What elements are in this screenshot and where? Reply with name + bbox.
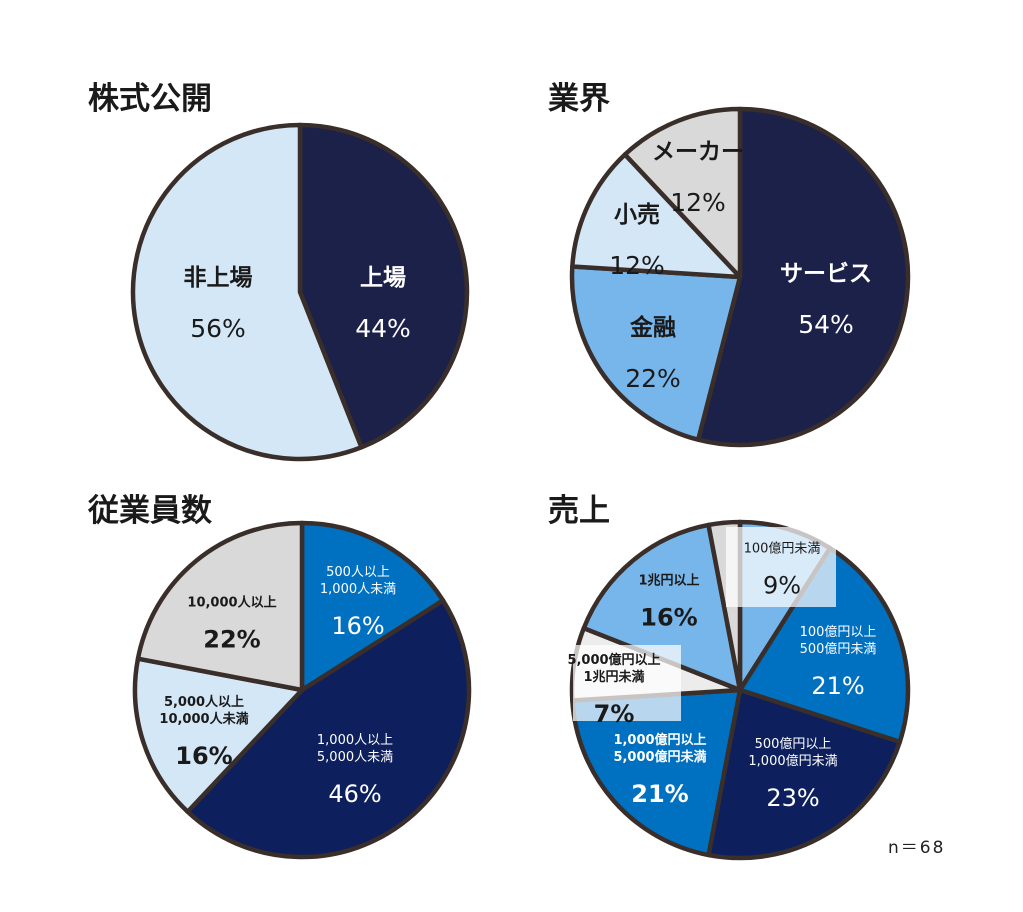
pie-slice bbox=[737, 545, 911, 745]
slice-percent: 56% bbox=[190, 314, 246, 343]
slice-label: 1,000億円未満 bbox=[748, 753, 837, 769]
pie-slice bbox=[132, 656, 305, 814]
slice-percent: 9% bbox=[763, 572, 801, 600]
slice-label: 500億円以上 bbox=[755, 736, 832, 752]
pie-slice bbox=[130, 122, 364, 462]
slice-percent: 46% bbox=[328, 780, 381, 808]
chart-title-employees: 従業員数 bbox=[88, 493, 212, 529]
slice-percent: 12% bbox=[670, 188, 726, 217]
pie-slice bbox=[569, 264, 743, 442]
slice-label: 100億円未満 bbox=[744, 541, 821, 557]
pie-slice bbox=[695, 106, 911, 448]
sample-size-note: n＝68 bbox=[888, 838, 946, 858]
slice-label: 1,000億円以上 bbox=[613, 732, 706, 748]
slice-label: 1,000人未満 bbox=[320, 582, 396, 597]
chart-title-industry: 業界 bbox=[548, 81, 610, 117]
slice-label: 100億円以上 bbox=[800, 624, 877, 640]
slice-percent: 16% bbox=[640, 604, 697, 632]
slice-label: 5,000億円以上 bbox=[567, 652, 660, 668]
label-backdrop bbox=[573, 645, 681, 721]
slice-label: 非上場 bbox=[184, 265, 253, 291]
slice-label: 500億円未満 bbox=[800, 641, 877, 657]
slice-label: 10,000人未満 bbox=[159, 711, 248, 727]
slice-label: メーカー bbox=[652, 139, 744, 165]
slice-percent: 16% bbox=[175, 742, 232, 770]
slice-percent: 21% bbox=[811, 672, 864, 700]
slice-label: 5,000人未満 bbox=[317, 750, 393, 765]
pie-chart-1: サービス 54% 金融 22% 小売 12% メーカー 12% bbox=[569, 106, 911, 448]
pie-chart-3: 100億円未満9%100億円以上500億円未満21%500億円以上1,000億円… bbox=[567, 519, 911, 861]
slice-label: サービス bbox=[780, 261, 872, 287]
pie-slice bbox=[622, 106, 743, 280]
slice-label: 1,000人以上 bbox=[317, 733, 393, 748]
slice-percent: 7% bbox=[594, 700, 635, 728]
slice-label: 500人以上 bbox=[326, 565, 390, 580]
slice-percent: 22% bbox=[203, 626, 260, 654]
pie-chart-2: 500人以上 1,000人未満 16% 1,000人以上 5,000人未満 46% 5,00… bbox=[132, 520, 472, 860]
pie-slice bbox=[570, 152, 743, 280]
slice-label: 10,000人以上 bbox=[187, 595, 276, 611]
slice-percent: 21% bbox=[631, 780, 688, 808]
chart-title-listing: 株式公開 bbox=[88, 81, 212, 117]
slice-percent: 22% bbox=[625, 364, 681, 393]
slice-percent: 12% bbox=[609, 251, 665, 280]
label-backdrop bbox=[726, 527, 836, 607]
slice-label: 1兆円以上 bbox=[638, 573, 699, 589]
slice-label: 1兆円未満 bbox=[583, 669, 644, 685]
slice-label: 金融 bbox=[629, 314, 676, 341]
slice-percent: 16% bbox=[331, 612, 384, 640]
slice-percent: 54% bbox=[798, 310, 854, 339]
pie-slice bbox=[185, 598, 472, 860]
slice-label: 上場 bbox=[360, 265, 406, 291]
slice-label: 5,000億円未満 bbox=[613, 749, 706, 765]
pie-slice bbox=[581, 522, 743, 693]
pie-slice bbox=[135, 520, 305, 693]
pie-slice bbox=[297, 122, 470, 450]
chart-title-sales: 売上 bbox=[548, 493, 610, 529]
pie-slice bbox=[299, 520, 446, 693]
slice-label: 5,000人以上 bbox=[164, 694, 244, 710]
pie-chart-0: 上場 44% 非上場 56% bbox=[130, 122, 470, 462]
slice-percent: 44% bbox=[355, 314, 411, 343]
slice-label: 小売 bbox=[614, 202, 660, 228]
pie-slice bbox=[706, 687, 903, 861]
pie-slice bbox=[570, 687, 743, 858]
slice-percent: 23% bbox=[766, 784, 819, 812]
